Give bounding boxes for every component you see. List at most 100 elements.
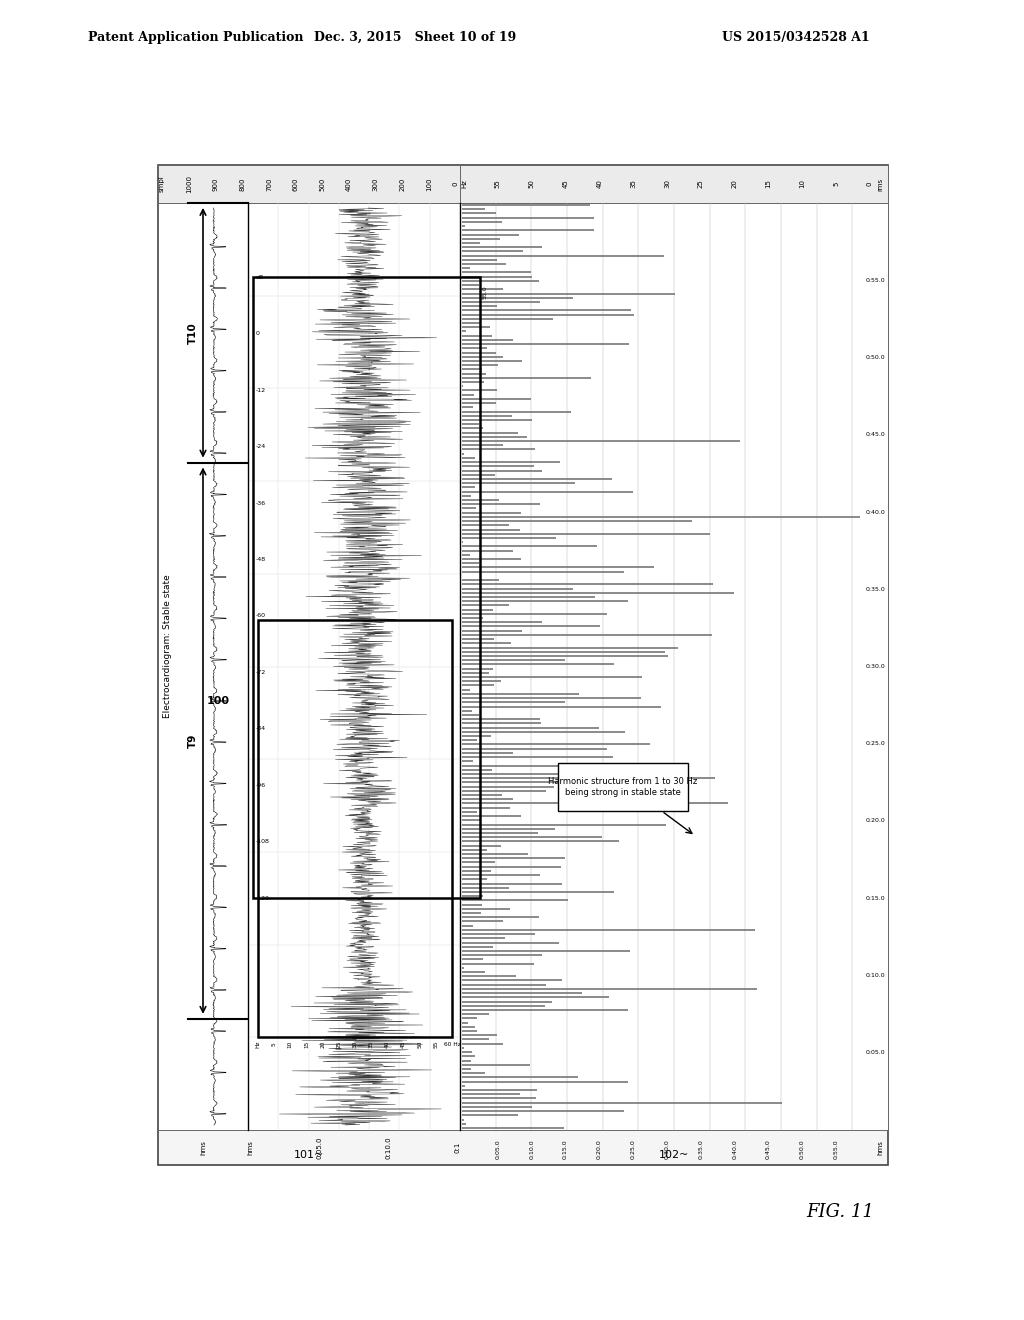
Bar [460,165,888,203]
Text: 25: 25 [336,1040,341,1048]
Text: -96: -96 [256,783,266,788]
Text: 0:50.0: 0:50.0 [800,1139,805,1159]
Text: 15: 15 [766,180,771,189]
Text: 40: 40 [596,180,602,189]
Text: 1000: 1000 [185,176,191,193]
Text: 0:20.0: 0:20.0 [865,818,885,824]
Text: Hz: Hz [461,180,467,189]
Text: 30: 30 [352,1040,357,1048]
Text: 0:50.0: 0:50.0 [865,355,885,360]
Text: 200: 200 [399,177,406,190]
Text: 45: 45 [562,180,568,189]
Text: 40: 40 [385,1040,390,1048]
Text: smpl: smpl [159,176,165,193]
Text: -120: -120 [256,896,270,900]
Text: 35: 35 [630,180,636,189]
Text: 0:55.0: 0:55.0 [865,277,885,282]
Text: 45: 45 [401,1040,406,1048]
Text: 300: 300 [373,177,379,191]
Text: 101~: 101~ [294,1150,325,1160]
Text: -72: -72 [256,669,266,675]
Text: 5: 5 [271,1043,276,1047]
Text: 0:10.0: 0:10.0 [529,1139,535,1159]
Text: 0:15.0: 0:15.0 [563,1139,568,1159]
Text: 600: 600 [293,177,299,191]
Text: 700: 700 [266,177,272,191]
Text: Dec. 3, 2015   Sheet 10 of 19: Dec. 3, 2015 Sheet 10 of 19 [314,30,516,44]
Bar [248,203,460,1130]
Text: hms: hms [200,1140,206,1155]
Text: FIG. 11: FIG. 11 [806,1203,873,1221]
Text: 500: 500 [319,177,326,190]
Text: Patent Application Publication: Patent Application Publication [88,30,303,44]
Text: 800: 800 [240,177,245,191]
Text: 0:15.0: 0:15.0 [865,896,885,900]
Bar [158,203,248,1130]
Text: 0:35.0: 0:35.0 [865,587,885,591]
Text: 0:45.0: 0:45.0 [766,1139,771,1159]
Text: T10: T10 [188,322,198,343]
Text: -84: -84 [256,726,266,731]
Text: 0:05.0: 0:05.0 [316,1137,323,1159]
Text: 55.0: 55.0 [483,285,488,298]
Text: 400: 400 [346,177,352,190]
Text: 0:25.0: 0:25.0 [865,742,885,746]
Bar [460,203,888,1130]
Text: 10: 10 [288,1040,293,1048]
Text: Electrocardiogram: Stable state: Electrocardiogram: Stable state [163,574,171,718]
Text: hms: hms [247,1140,253,1155]
Text: 60 Hz: 60 Hz [443,1041,461,1047]
Text: US 2015/0342528 A1: US 2015/0342528 A1 [722,30,870,44]
Text: -48: -48 [256,557,266,562]
Text: -108: -108 [256,840,270,845]
Text: 35: 35 [369,1040,374,1048]
Text: -36: -36 [256,500,266,506]
Bar [558,763,688,810]
Text: 0: 0 [256,331,260,337]
Text: 0:10.0: 0:10.0 [386,1137,391,1159]
Text: -60: -60 [256,614,266,619]
Text: 50: 50 [528,180,535,189]
Text: 30: 30 [664,180,670,189]
Text: Harmonic structure from 1 to 30 Hz
being strong in stable state: Harmonic structure from 1 to 30 Hz being… [548,777,697,797]
Text: 100: 100 [426,177,432,191]
Text: 900: 900 [212,177,218,191]
Text: 0:10.0: 0:10.0 [865,973,885,978]
Text: 0: 0 [867,182,873,186]
Bar [258,620,452,1038]
Text: T9: T9 [188,734,198,748]
Text: 0:55.0: 0:55.0 [834,1139,839,1159]
Text: 25: 25 [697,180,703,189]
Text: 0:45.0: 0:45.0 [865,432,885,437]
Text: 0:40.0: 0:40.0 [865,510,885,515]
Text: 20: 20 [321,1040,326,1048]
Text: 0:30.0: 0:30.0 [665,1139,670,1159]
Bar [158,165,460,203]
Text: 0: 0 [453,182,459,186]
Bar [253,277,480,898]
Text: 15: 15 [304,1040,309,1048]
Text: 50: 50 [417,1040,422,1048]
Text: 102~: 102~ [658,1150,689,1160]
Text: 20: 20 [732,180,737,189]
Text: 0:40.0: 0:40.0 [732,1139,737,1159]
Text: 10: 10 [800,180,805,189]
Text: 0:20.0: 0:20.0 [597,1139,602,1159]
Text: 55: 55 [495,180,501,189]
Text: hms: hms [877,1140,883,1155]
Text: 0:05.0: 0:05.0 [865,1051,885,1055]
Text: dB: dB [256,275,264,280]
Text: 100: 100 [207,696,229,706]
Text: 0:30.0: 0:30.0 [865,664,885,669]
Text: -24: -24 [256,444,266,449]
Bar [158,165,888,1166]
Text: 0:25.0: 0:25.0 [631,1139,636,1159]
Text: 5: 5 [834,182,839,186]
Text: Hz: Hz [256,1040,260,1048]
Text: -12: -12 [256,388,266,392]
Text: 0:35.0: 0:35.0 [698,1139,703,1159]
Text: 55: 55 [433,1040,438,1048]
Text: rms: rms [877,177,883,190]
Text: 0:05.0: 0:05.0 [496,1139,501,1159]
Text: 0:1: 0:1 [455,1142,461,1154]
